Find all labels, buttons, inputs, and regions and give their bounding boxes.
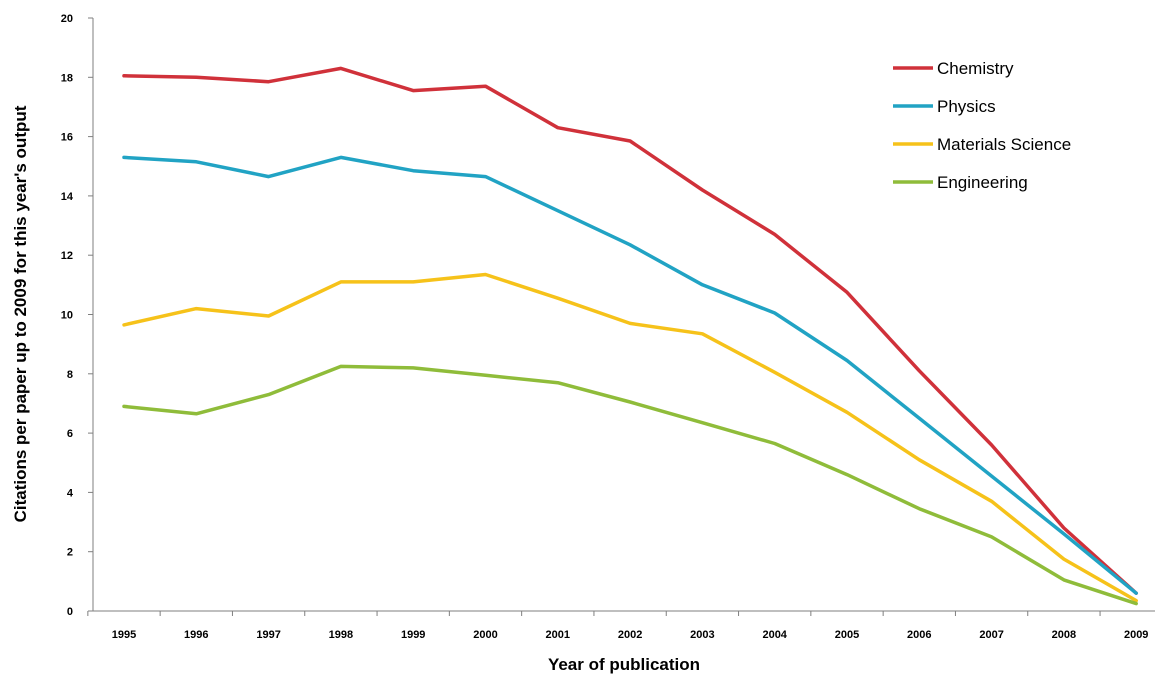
x-tick-label: 2009	[1124, 629, 1148, 641]
y-tick-label: 6	[67, 428, 73, 440]
y-tick-label: 2	[67, 547, 73, 559]
x-tick-label: 2000	[473, 629, 497, 641]
y-tick-label: 20	[61, 13, 73, 25]
y-tick-label: 14	[61, 191, 74, 203]
y-axis-ticks: 0 2 4 6 8 10 12 14 16 18 20	[61, 13, 93, 618]
y-tick-label: 4	[67, 487, 74, 499]
x-tick-label: 2008	[1052, 629, 1076, 641]
x-tick-label: 2004	[762, 629, 787, 641]
legend-label-physics: Physics	[937, 97, 996, 116]
x-tick-label: 2002	[618, 629, 642, 641]
series-line-engineering	[122, 364, 1138, 606]
legend-label-chemistry: Chemistry	[937, 59, 1014, 78]
legend-label-engineering: Engineering	[937, 173, 1028, 192]
x-tick-label: 1996	[184, 629, 208, 641]
series-lines	[122, 66, 1138, 606]
legend-label-materials-science: Materials Science	[937, 135, 1071, 154]
x-tick-label: 2005	[835, 629, 859, 641]
y-axis-title: Citations per paper up to 2009 for this …	[11, 105, 30, 522]
series-line-materials-science	[122, 272, 1138, 603]
x-tick-label: 1995	[112, 629, 136, 641]
x-tick-label: 1997	[256, 629, 280, 641]
y-tick-label: 16	[61, 132, 73, 144]
x-axis-ticks: 1995 1996 1997 1998 1999 2000 2001 2002 2003 2004…	[87, 611, 1148, 641]
y-tick-label: 12	[61, 250, 73, 262]
x-tick-label: 2006	[907, 629, 931, 641]
y-tick-label: 18	[61, 72, 73, 84]
x-tick-label: 2001	[546, 629, 570, 641]
series-line-physics	[122, 155, 1138, 595]
y-tick-label: 10	[61, 310, 73, 322]
x-tick-label: 2003	[690, 629, 714, 641]
y-tick-label: 0	[67, 606, 73, 618]
legend: Chemistry Physics Materials Science Enginee…	[893, 59, 1071, 192]
x-tick-label: 1999	[401, 629, 425, 641]
x-tick-label: 2007	[979, 629, 1003, 641]
series-line-chemistry	[122, 66, 1138, 595]
x-axis-title: Year of publication	[548, 655, 700, 674]
y-tick-label: 8	[67, 369, 73, 381]
x-tick-label: 1998	[329, 629, 353, 641]
